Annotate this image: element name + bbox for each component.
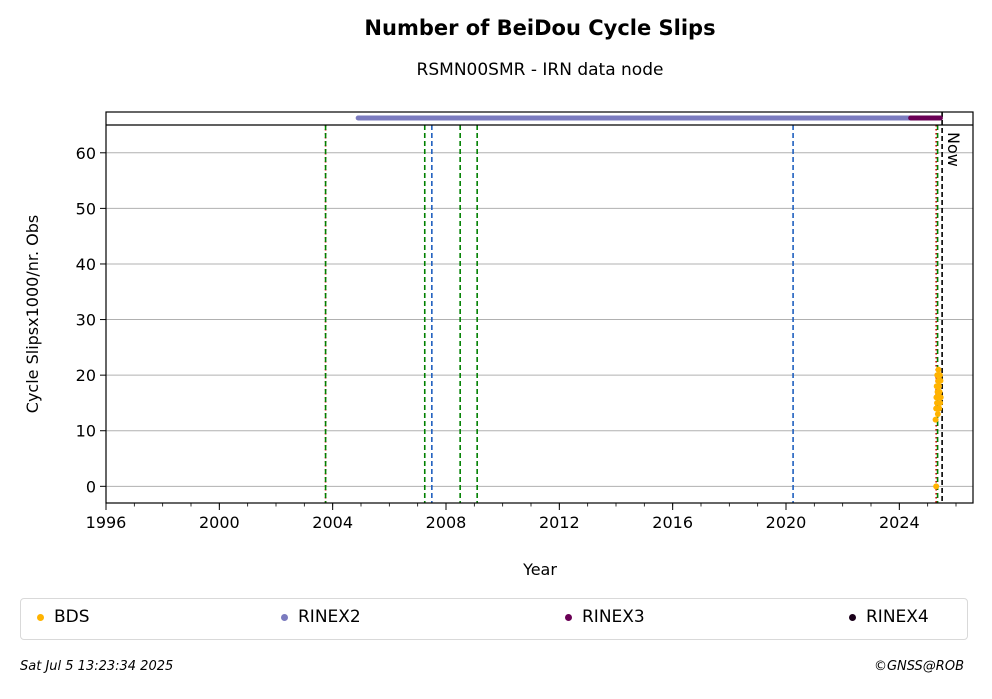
legend-label-rinex4: RINEX4 [866, 607, 929, 627]
data-point-bds [937, 394, 944, 401]
data-point-bds [935, 366, 942, 373]
legend-item-rinex3: RINEX3 [565, 607, 645, 627]
legend-item-bds: BDS [37, 607, 90, 627]
chart-title: Number of BeiDou Cycle Slips [364, 16, 716, 40]
legend-marker-rinex4 [849, 613, 856, 621]
legend-label-rinex3: RINEX3 [582, 607, 645, 627]
x-tick-label: 2012 [539, 513, 580, 532]
data-point-bds [936, 372, 943, 379]
data-point-bds [936, 383, 942, 390]
legend: BDS RINEX2 RINEX3 RINEX4 [20, 598, 968, 640]
data-point-bds [934, 411, 941, 418]
y-tick-label: 10 [76, 422, 96, 441]
x-tick-label: 2020 [766, 513, 807, 532]
data-point-bds [932, 416, 939, 423]
y-tick-label: 60 [76, 144, 96, 163]
y-tick-label: 30 [76, 311, 96, 330]
legend-label-bds: BDS [54, 607, 90, 627]
vertical-lines-layer [324, 112, 943, 503]
data-point-bds [937, 377, 944, 384]
x-tick-label: 2008 [426, 513, 467, 532]
legend-marker-rinex2 [281, 613, 288, 621]
ticks-layer: 0 10 20 30 40 50 60 1996 2000 2004 2008 2012 2016 202… [76, 144, 957, 532]
legend-marker-rinex3 [565, 613, 572, 621]
chart-subtitle: RSMN00SMR - IRN data node [416, 60, 664, 80]
y-tick-label: 50 [76, 199, 96, 218]
x-tick-label: 2024 [879, 513, 920, 532]
data-point-bds [937, 399, 944, 406]
y-tick-label: 40 [76, 255, 96, 274]
plot-frame [105, 111, 974, 504]
data-point-bds [936, 388, 943, 395]
x-tick-label: 2016 [652, 513, 693, 532]
data-point-bds [936, 405, 943, 412]
x-tick-label: 1996 [86, 513, 127, 532]
now-label: Now [944, 132, 963, 167]
legend-label-rinex2: RINEX2 [298, 607, 361, 627]
y-axis-label: Cycle Slipsx1000/nr. Obs [23, 215, 42, 413]
legend-marker-bds [37, 613, 44, 621]
legend-item-rinex2: RINEX2 [281, 607, 361, 627]
footer-credit: ©GNSS@ROB [873, 659, 964, 674]
x-axis-label: Year [522, 560, 557, 579]
chart-canvas: 0 10 20 30 40 50 60 1996 2000 2004 2008 2012 2016 202… [23, 111, 974, 579]
y-tick-label: 20 [76, 366, 96, 385]
x-tick-label: 2004 [312, 513, 353, 532]
footer-timestamp: Sat Jul 5 13:23:34 2025 [20, 659, 174, 674]
x-tick-label: 2000 [199, 513, 240, 532]
grid-layer [106, 152, 973, 487]
y-tick-label: 0 [86, 477, 96, 496]
points-layer [932, 366, 944, 490]
legend-item-rinex4: RINEX4 [849, 607, 929, 627]
data-point-bds [933, 483, 940, 490]
